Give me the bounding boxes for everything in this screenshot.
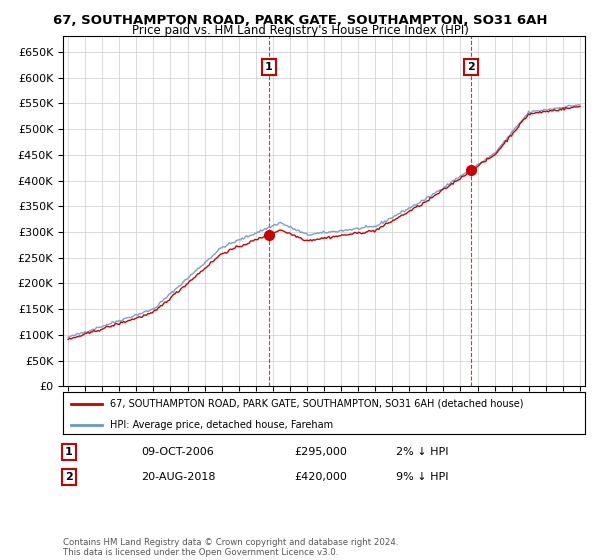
Text: 09-OCT-2006: 09-OCT-2006 [141,447,214,457]
Text: 2: 2 [467,62,475,72]
Text: 1: 1 [265,62,273,72]
Text: Price paid vs. HM Land Registry's House Price Index (HPI): Price paid vs. HM Land Registry's House … [131,24,469,36]
Text: HPI: Average price, detached house, Fareham: HPI: Average price, detached house, Fare… [110,420,333,430]
Text: 1: 1 [65,447,73,457]
Text: £295,000: £295,000 [294,447,347,457]
Text: £420,000: £420,000 [294,472,347,482]
Text: 67, SOUTHAMPTON ROAD, PARK GATE, SOUTHAMPTON, SO31 6AH: 67, SOUTHAMPTON ROAD, PARK GATE, SOUTHAM… [53,14,547,27]
Text: 20-AUG-2018: 20-AUG-2018 [141,472,215,482]
Text: 67, SOUTHAMPTON ROAD, PARK GATE, SOUTHAMPTON, SO31 6AH (detached house): 67, SOUTHAMPTON ROAD, PARK GATE, SOUTHAM… [110,399,523,409]
Text: Contains HM Land Registry data © Crown copyright and database right 2024.
This d: Contains HM Land Registry data © Crown c… [63,538,398,557]
Text: 9% ↓ HPI: 9% ↓ HPI [396,472,449,482]
Text: 2% ↓ HPI: 2% ↓ HPI [396,447,449,457]
Text: 2: 2 [65,472,73,482]
